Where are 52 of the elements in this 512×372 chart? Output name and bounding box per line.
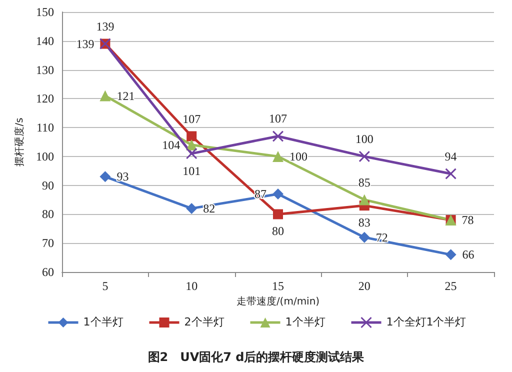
data-label: 100 — [290, 149, 308, 164]
data-label: 93 — [116, 170, 129, 184]
point — [186, 131, 197, 142]
y-tick-label: 110 — [36, 120, 54, 135]
data-label: 83 — [358, 216, 370, 230]
y-tick-label: 130 — [36, 62, 54, 77]
y-axis-title: 摆杆硬度/s — [14, 118, 26, 166]
x-tick-label: 10 — [186, 279, 198, 293]
y-tick-label: 80 — [42, 207, 54, 222]
point — [358, 150, 370, 162]
data-label: 100 — [355, 132, 374, 146]
point — [272, 188, 284, 200]
point — [272, 130, 284, 142]
y-tick-label: 90 — [42, 178, 54, 192]
data-label: 107 — [269, 112, 287, 126]
data-label: 94 — [444, 149, 457, 164]
y-tick-label: 60 — [42, 265, 54, 279]
point — [273, 209, 283, 220]
x-tick-label: 5 — [102, 279, 108, 293]
data-label: 78 — [462, 213, 474, 227]
y-tick-label: 120 — [36, 92, 54, 106]
y-tick-label: 150 — [36, 5, 54, 19]
y-tick-label: 140 — [36, 34, 54, 48]
legend-label: 1个半灯 — [285, 316, 326, 328]
data-label: 66 — [462, 248, 474, 262]
y-tick-label: 100 — [36, 149, 54, 164]
y-tick-label: 70 — [42, 236, 54, 250]
legend-label: 2个半灯 — [184, 316, 224, 328]
data-label: 101 — [182, 164, 201, 178]
text: 图2 UV固化7 d后的摆杆硬度测试结果 — [148, 350, 366, 364]
data-label: 80 — [272, 224, 284, 238]
point — [358, 194, 370, 206]
data-label: 139 — [96, 19, 114, 34]
point — [186, 148, 198, 160]
data-label: 85 — [358, 175, 370, 190]
point — [100, 171, 111, 182]
data-label: 104 — [162, 138, 180, 152]
point — [186, 202, 198, 214]
legend-label: 1个半灯 — [83, 316, 124, 328]
legend-label: 1个全灯1个半灯 — [386, 316, 466, 328]
data-label: 121 — [116, 88, 135, 103]
point — [272, 150, 284, 162]
data-label: 139 — [76, 36, 94, 51]
data-label: 107 — [182, 112, 201, 126]
point — [358, 232, 370, 243]
point — [100, 90, 111, 102]
x-tick-label: 15 — [272, 279, 284, 293]
point — [445, 168, 456, 180]
point — [445, 249, 456, 260]
x-tick-label: 20 — [358, 279, 370, 293]
x-axis-title: 走带速度/(m/min) — [236, 295, 320, 308]
x-tick-label: 25 — [444, 279, 457, 293]
